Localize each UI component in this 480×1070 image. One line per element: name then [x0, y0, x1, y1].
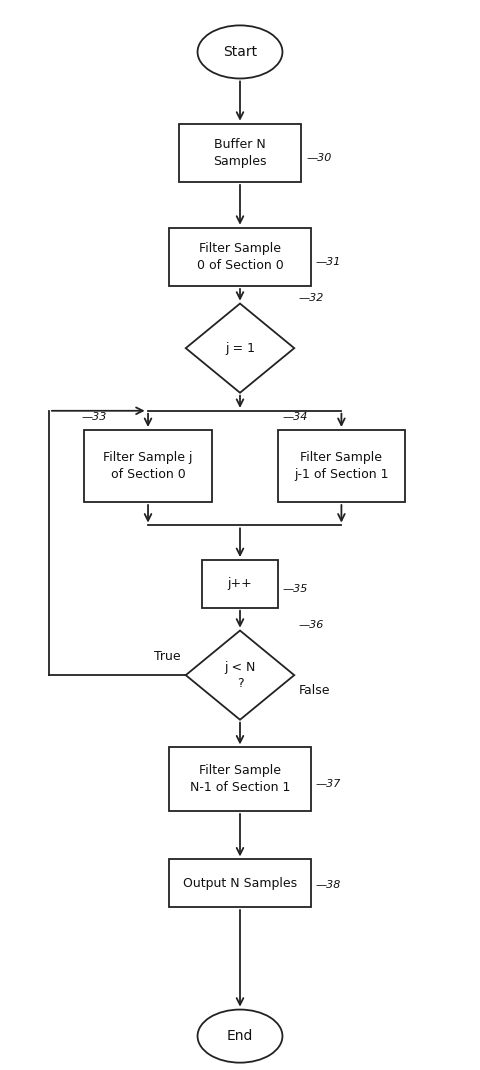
Text: —37: —37 [315, 779, 341, 790]
Text: True: True [155, 649, 181, 662]
Text: Start: Start [223, 45, 257, 59]
Text: j < N
?: j < N ? [224, 660, 256, 690]
Text: Filter Sample
0 of Section 0: Filter Sample 0 of Section 0 [197, 242, 283, 272]
Text: Filter Sample
j-1 of Section 1: Filter Sample j-1 of Section 1 [294, 450, 389, 482]
Text: —33: —33 [82, 412, 108, 423]
Text: Output N Samples: Output N Samples [183, 876, 297, 890]
Text: Buffer N
Samples: Buffer N Samples [213, 138, 267, 168]
Text: —31: —31 [315, 257, 341, 268]
Text: —38: —38 [315, 881, 341, 890]
Text: j = 1: j = 1 [225, 341, 255, 354]
Text: —32: —32 [299, 293, 324, 303]
Text: —34: —34 [282, 412, 308, 423]
Text: j++: j++ [228, 578, 252, 591]
Text: —36: —36 [299, 621, 324, 630]
Text: Filter Sample j
of Section 0: Filter Sample j of Section 0 [103, 450, 193, 482]
Text: Filter Sample
N-1 of Section 1: Filter Sample N-1 of Section 1 [190, 764, 290, 794]
Text: False: False [299, 684, 330, 698]
Text: End: End [227, 1029, 253, 1043]
Text: —35: —35 [282, 584, 308, 594]
Text: —30: —30 [306, 153, 331, 163]
